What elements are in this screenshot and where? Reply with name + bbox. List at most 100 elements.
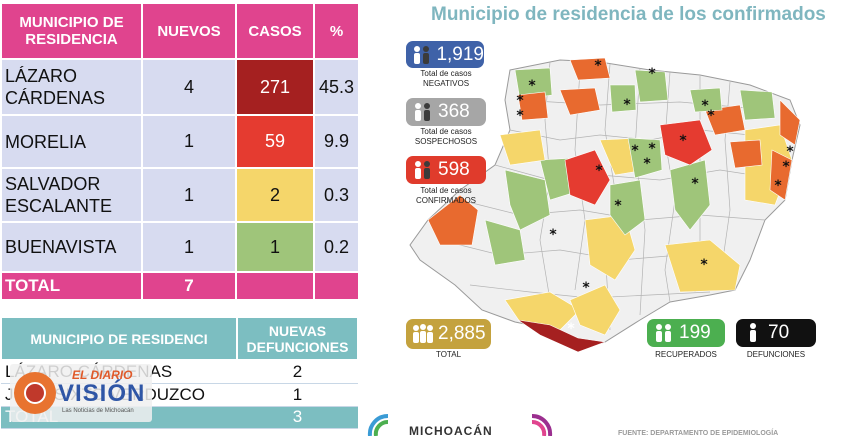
new-case-marker: *	[701, 98, 709, 114]
row-municipio: BUENAVISTA	[0, 221, 143, 273]
recuperados-label: RECUPERADOS	[655, 350, 717, 359]
total-row: TOTAL 7	[0, 271, 360, 301]
header-defunciones: NUEVAS DEFUNCIONES	[236, 316, 359, 361]
people-icon	[411, 99, 435, 125]
people-icon	[411, 157, 435, 183]
region-yellow	[569, 284, 621, 336]
row-municipio: SALVADOR ESCALANTE	[0, 167, 143, 223]
region-orange	[704, 104, 746, 136]
row-nuevos: 1	[141, 221, 237, 273]
new-case-marker: *	[528, 78, 536, 94]
row-casos: 1	[235, 221, 315, 273]
table-row: MORELIA 1 59 9.9	[0, 114, 360, 169]
region-orange	[569, 57, 611, 81]
confirmados-label: Total de casos CONFIRMADOS	[416, 186, 476, 205]
region-red	[564, 149, 611, 206]
sospechosos-value: 368	[438, 101, 470, 122]
people-icon	[411, 321, 435, 347]
new-case-marker: *	[643, 156, 651, 172]
row-municipio: LÁZARO CÁRDENAS	[0, 58, 143, 116]
row-casos: 2	[235, 167, 315, 223]
cases-table: MUNICIPIO DE RESIDENCIA NUEVOS CASOS % L…	[0, 2, 360, 301]
region-green	[609, 84, 637, 113]
new-case-marker: *	[786, 144, 794, 160]
region-orange	[427, 194, 479, 246]
region-green	[609, 179, 646, 236]
recuperados-value: 199	[679, 322, 711, 343]
total-nuevos: 7	[141, 271, 237, 301]
region-yellow	[664, 239, 741, 293]
row-pct: 0.2	[313, 221, 360, 273]
total-value: 2,885	[438, 323, 486, 344]
row-pct: 45.3	[313, 58, 360, 116]
table-header-row: MUNICIPIO DE RESIDENCI NUEVAS DEFUNCIONE…	[0, 316, 359, 361]
new-case-marker: *	[623, 97, 631, 113]
negativos-value: 1,919	[436, 43, 484, 65]
new-case-marker: *	[595, 163, 603, 179]
newspaper-logo: EL DIARIO VISIÓN Las Noticias de Michoac…	[10, 364, 152, 422]
region-red	[659, 119, 713, 166]
header-nuevos: NUEVOS	[141, 2, 237, 60]
new-case-marker: *	[614, 198, 622, 214]
row-nuevos: 1	[141, 114, 237, 169]
row-pct: 9.9	[313, 114, 360, 169]
region-green	[739, 89, 776, 121]
region-lazaro-cardenas	[517, 319, 606, 353]
logo-tagline: Las Noticias de Michoacán	[62, 408, 134, 414]
recuperados-badge: 199	[647, 319, 725, 347]
region-orange	[517, 91, 549, 121]
negativos-badge: 1,919	[406, 41, 484, 68]
new-case-marker: *	[516, 108, 524, 124]
region-green	[634, 69, 669, 103]
row-defunciones: 1	[237, 383, 358, 407]
table-row: SALVADOR ESCALANTE 1 2 0.3	[0, 167, 360, 223]
new-case-marker: *	[594, 58, 602, 74]
region-yellow	[504, 291, 581, 331]
new-case-marker: *	[691, 176, 699, 192]
person-icon	[741, 320, 765, 346]
logo-eye-icon	[14, 372, 56, 414]
new-case-marker: *	[516, 93, 524, 109]
region-orange	[729, 139, 763, 169]
sospechosos-label: Total de casos SOSPECHOSOS	[414, 127, 478, 146]
people-icon	[411, 42, 433, 68]
row-nuevos: 4	[141, 58, 237, 116]
logo-brand-top: EL DIARIO	[72, 368, 133, 382]
row-municipio: MORELIA	[0, 114, 143, 169]
total-stat-label: TOTAL	[435, 350, 462, 359]
row-nuevos: 1	[141, 167, 237, 223]
region-green	[504, 169, 551, 231]
table-row: LÁZARO CÁRDENAS 4 271 45.3	[0, 58, 360, 116]
new-case-marker: *	[782, 159, 790, 175]
michoacan-map: * * * * * * * * * * * * * * * * * * * * …	[409, 57, 801, 353]
region-yellow	[499, 129, 546, 166]
header-casos: CASOS	[235, 2, 315, 60]
row-defunciones: 2	[237, 360, 358, 384]
logo-brand-main: VISIÓN	[58, 380, 146, 407]
confirmados-value: 598	[438, 159, 470, 180]
confirmados-badge: 598	[406, 156, 486, 184]
new-case-marker: *	[700, 257, 708, 273]
new-case-marker: *	[707, 108, 715, 124]
total-label: TOTAL	[0, 271, 143, 301]
header-pct: %	[313, 2, 360, 60]
total-badge: 2,885	[406, 319, 491, 349]
total-defunciones: 3	[237, 406, 358, 429]
new-case-marker: *	[631, 143, 639, 159]
header-municipio: MUNICIPIO DE RESIDENCIA	[0, 2, 143, 60]
header-municipio: MUNICIPIO DE RESIDENCI	[0, 316, 238, 361]
michoacan-logo	[367, 413, 553, 436]
new-case-marker: *	[648, 66, 656, 82]
people-icon	[652, 320, 676, 346]
new-case-marker: *	[567, 321, 575, 337]
region-orange	[559, 87, 601, 116]
new-case-marker: *	[549, 227, 557, 243]
michoacan-logo-text: MICHOACÁN	[409, 424, 493, 438]
row-pct: 0.3	[313, 167, 360, 223]
defunciones-label: DEFUNCIONES	[746, 350, 806, 359]
new-case-marker: *	[582, 280, 590, 296]
table-header-row: MUNICIPIO DE RESIDENCIA NUEVOS CASOS %	[0, 2, 360, 60]
row-casos: 59	[235, 114, 315, 169]
defunciones-badge: 70	[736, 319, 816, 347]
region-green	[627, 137, 663, 179]
